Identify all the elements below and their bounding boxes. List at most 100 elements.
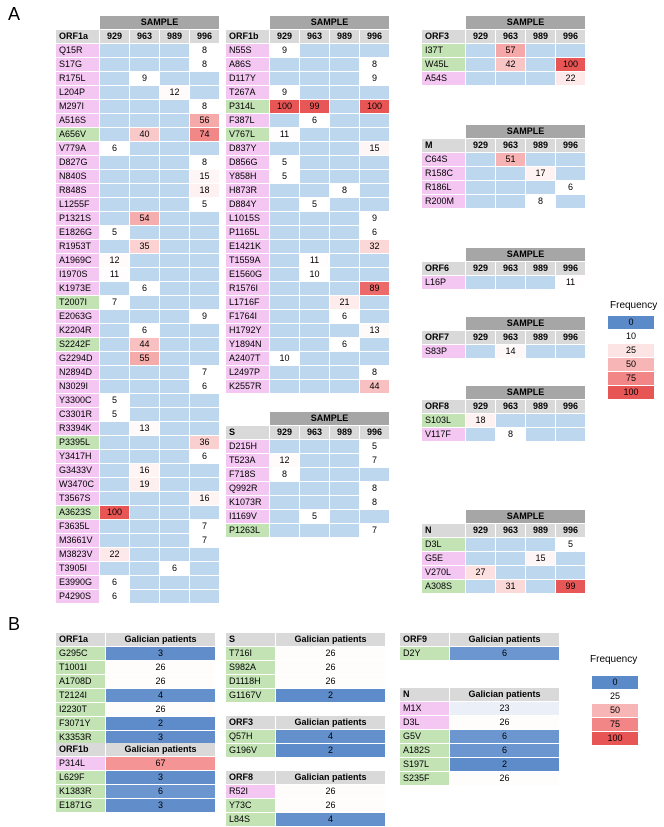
frequency-cell — [496, 552, 525, 565]
galician-patients-header: Galician patients — [276, 771, 385, 784]
frequency-cell: 18 — [190, 184, 219, 197]
frequency-cell — [330, 524, 359, 537]
mutation-label: A516S — [56, 114, 99, 127]
frequency-cell — [160, 44, 189, 57]
frequency-cell — [526, 276, 555, 289]
frequency-cell: 44 — [360, 380, 389, 393]
mutation-label: E1871G — [56, 799, 105, 812]
table-row: R1953T 35 — [56, 240, 220, 254]
frequency-cell — [160, 590, 189, 603]
table-row: P1263L 7 — [226, 524, 390, 538]
frequency-cell — [160, 492, 189, 505]
frequency-cell — [160, 436, 189, 449]
table-row: K1073R 8 — [226, 496, 390, 510]
mutation-label: C3301R — [56, 408, 99, 421]
mutation-label: H1792Y — [226, 324, 269, 337]
table-row: K2557R 44 — [226, 380, 390, 394]
table-row: R175L 9 — [56, 72, 220, 86]
gene-name: ORF1a — [56, 30, 99, 43]
frequency-cell — [330, 268, 359, 281]
frequency-cell: 14 — [496, 345, 525, 358]
frequency-cell — [466, 44, 495, 57]
table-row: W45L 42 100 — [422, 58, 586, 72]
table-row: E1421K 32 — [226, 240, 390, 254]
mutation-label: K1383R — [56, 785, 105, 798]
frequency-cell: 5 — [190, 198, 219, 211]
frequency-cell — [300, 352, 329, 365]
mutation-label: N2894D — [56, 366, 99, 379]
frequency-cell — [556, 552, 585, 565]
sample-column-header: 963 — [496, 139, 525, 152]
frequency-cell — [100, 534, 129, 547]
column-header-row: ORF7 929 963 989 996 — [422, 331, 586, 345]
frequency-cell — [300, 440, 329, 453]
frequency-cell — [270, 198, 299, 211]
frequency-cell — [270, 338, 299, 351]
frequency-cell — [160, 240, 189, 253]
frequency-cell: 6 — [160, 562, 189, 575]
gene-name: M — [422, 139, 465, 152]
legend-swatch: 100 — [608, 386, 654, 399]
frequency-cell: 6 — [130, 282, 159, 295]
frequency-cell: 18 — [466, 414, 495, 427]
sample-header-row: SAMPLE — [422, 386, 586, 400]
legend-swatch: 25 — [592, 690, 638, 703]
mutation-label: Y3417H — [56, 450, 99, 463]
frequency-cell: 2 — [276, 689, 385, 702]
frequency-cell: 6 — [190, 380, 219, 393]
table-row: D856G 5 — [226, 156, 390, 170]
table-row: D884Y 5 — [226, 198, 390, 212]
mutation-label: R848S — [56, 184, 99, 197]
mutation-label: F3635L — [56, 520, 99, 533]
frequency-cell: 7 — [190, 534, 219, 547]
gene-name: ORF6 — [422, 262, 465, 275]
sample-column-header: 996 — [556, 331, 585, 344]
frequency-cell — [160, 450, 189, 463]
frequency-cell — [300, 468, 329, 481]
frequency-cell — [130, 142, 159, 155]
table-row: M3823V 22 — [56, 548, 220, 562]
mutation-label: R200M — [422, 195, 465, 208]
gene-name: S — [226, 426, 269, 439]
frequency-cell: 5 — [300, 198, 329, 211]
frequency-cell — [190, 338, 219, 351]
frequency-cell — [360, 128, 389, 141]
mutation-label: K1973E — [56, 282, 99, 295]
sample-header: SAMPLE — [466, 125, 585, 138]
table-row: Y1894N 6 — [226, 338, 390, 352]
table-row: Y3300C 5 — [56, 394, 220, 408]
frequency-cell — [160, 170, 189, 183]
frequency-cell: 35 — [130, 240, 159, 253]
sample-header: SAMPLE — [100, 16, 219, 29]
frequency-cell — [526, 428, 555, 441]
frequency-cell — [300, 496, 329, 509]
table-row: P3395L 36 — [56, 436, 220, 450]
table-n: SAMPLE N 929 963 989 996 D3L 5 G5E 15 V270L 27 A308S… — [422, 510, 586, 594]
frequency-cell — [160, 142, 189, 155]
sample-header-row: SAMPLE — [226, 412, 390, 426]
frequency-cell — [360, 268, 389, 281]
frequency-cell: 9 — [360, 212, 389, 225]
mutation-label: I2230T — [56, 703, 105, 716]
frequency-cell: 100 — [100, 506, 129, 519]
frequency-cell — [466, 58, 495, 71]
frequency-cell: 12 — [160, 86, 189, 99]
mutation-label: E2063G — [56, 310, 99, 323]
frequency-cell — [300, 156, 329, 169]
frequency-cell: 8 — [190, 58, 219, 71]
frequency-cell — [130, 254, 159, 267]
legend-swatch: 25 — [608, 344, 654, 357]
mutation-label: P3395L — [56, 436, 99, 449]
frequency-cell — [556, 566, 585, 579]
legend-swatch: 0 — [608, 316, 654, 329]
table-row: M3661V 7 — [56, 534, 220, 548]
frequency-cell — [360, 310, 389, 323]
frequency-cell — [160, 380, 189, 393]
table-row: R158C 17 — [422, 167, 586, 181]
table-row: D2Y 6 — [400, 647, 560, 661]
mutation-label: S982A — [226, 661, 275, 674]
frequency-cell — [526, 181, 555, 194]
frequency-cell — [160, 100, 189, 113]
frequency-cell — [270, 184, 299, 197]
legend-swatch: 100 — [592, 732, 638, 745]
